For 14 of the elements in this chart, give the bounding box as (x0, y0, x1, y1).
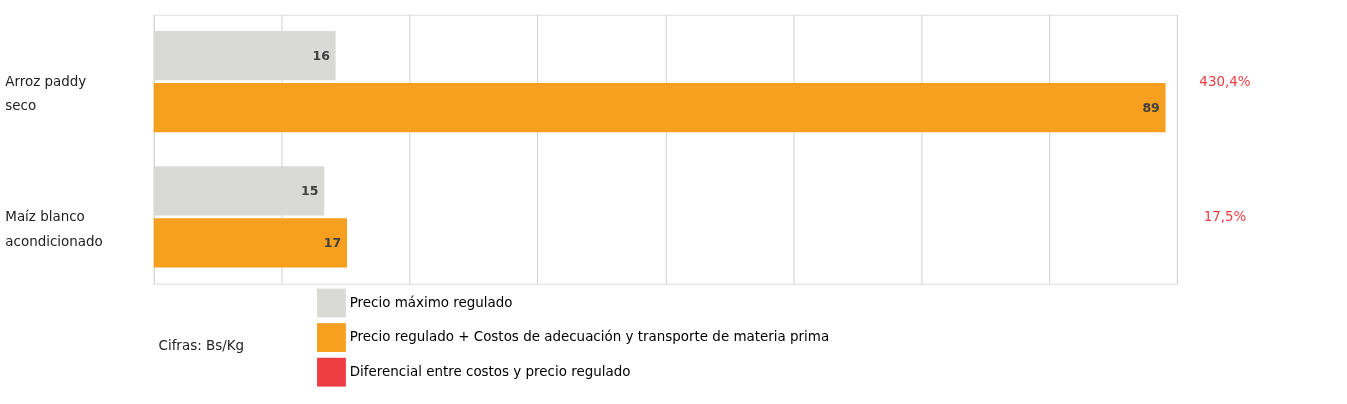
data-label: 89 (1142, 99, 1160, 115)
data-label: 16 (312, 47, 331, 63)
data-label: 15 (301, 182, 319, 198)
legend-label: Diferencial entre costos y precio regulado (349, 364, 631, 379)
text: Cifras: Bs/Kg (158, 338, 245, 354)
text: 430,4% (1199, 73, 1251, 89)
legend-label: Precio regulado + Costos de adecuación y transporte de materia prima (349, 329, 830, 345)
text: 17,5% (1203, 208, 1247, 224)
data-label: 17 (323, 234, 342, 250)
y-tick-label: Arroz paddy seco (5, 73, 87, 114)
bar (153, 218, 347, 268)
bar (153, 82, 1166, 133)
y-tick-label: Maíz blanco acondicionado (5, 208, 103, 249)
legend-label: Precio máximo regulado (349, 294, 513, 310)
